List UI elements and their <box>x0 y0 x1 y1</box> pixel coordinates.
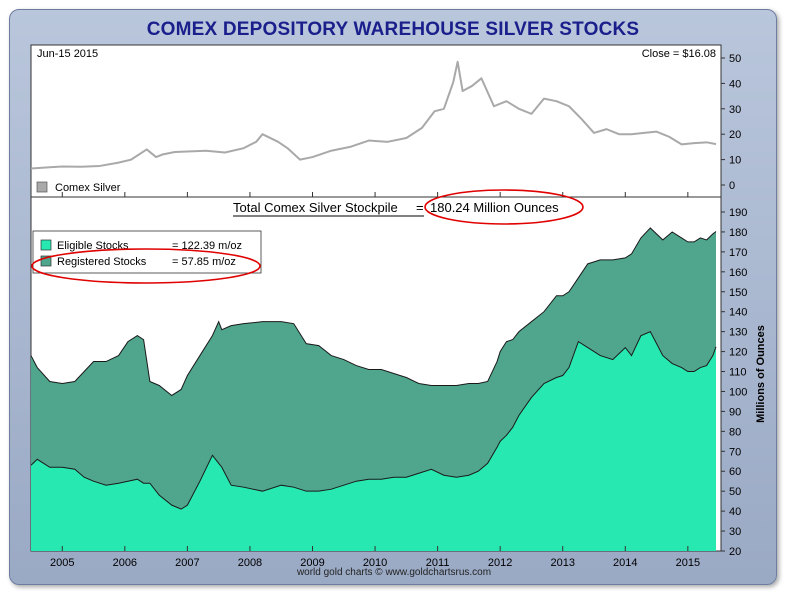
price-y-tick-label: 40 <box>729 78 741 90</box>
x-tick-label: 2008 <box>238 557 262 569</box>
x-tick-label: 2007 <box>175 557 199 569</box>
total-stocks-line <box>30 227 717 397</box>
stocks-y-tick-label: 170 <box>729 247 747 259</box>
price-series <box>30 60 717 170</box>
stocks-y-tick-label: 190 <box>729 207 747 219</box>
eligible-swatch <box>40 239 52 251</box>
registered-value: = 57.85 m/oz <box>172 256 236 268</box>
price-y-tick-label: 20 <box>729 129 741 141</box>
stocks-y-tick-label: 20 <box>729 546 741 558</box>
stocks-y-tick-label: 180 <box>729 227 747 239</box>
x-tick-label: 2011 <box>426 557 450 569</box>
footer-credit: world gold charts © www.goldchartsrus.co… <box>296 567 492 578</box>
eligible-stocks-line <box>30 331 717 510</box>
registered-highlight-ellipse <box>31 248 261 284</box>
price-date: Jun-15 2015 <box>37 48 98 60</box>
x-tick-label: 2005 <box>50 557 74 569</box>
x-tick-label: 2009 <box>300 557 324 569</box>
price-legend-swatch <box>36 181 48 193</box>
chart-title: COMEX DEPOSITORY WAREHOUSE SILVER STOCKS <box>146 19 640 40</box>
y-axis-label: Millions of Ounces <box>755 325 767 423</box>
stockpile-headline: Total Comex Silver Stockpile <box>233 200 398 215</box>
price-y-tick-label: 0 <box>729 180 735 192</box>
stocks-legend-box <box>32 230 262 274</box>
stocks-y-tick-label: 50 <box>729 486 741 498</box>
stocks-y-tick-label: 160 <box>729 267 747 279</box>
eligible-stocks-area <box>31 331 716 551</box>
stocks-series <box>30 227 717 551</box>
price-y-tick-label: 50 <box>729 53 741 65</box>
stocks-y-tick-label: 110 <box>729 367 747 379</box>
comex-silver-price-line <box>30 60 717 170</box>
stocks-y-tick-label: 40 <box>729 506 741 518</box>
x-tick-label: 2014 <box>613 557 637 569</box>
price-legend-label: Comex Silver <box>55 182 121 194</box>
stocks-y-tick-label: 70 <box>729 446 741 458</box>
x-tick-label: 2010 <box>363 557 387 569</box>
close-price-label: Close = $16.08 <box>642 48 716 60</box>
registered-label: Registered Stocks <box>57 256 147 268</box>
stocks-y-tick-label: 60 <box>729 466 741 478</box>
stocks-y-tick-label: 90 <box>729 406 741 418</box>
headline-equals: = <box>416 200 424 215</box>
price-y-ticks: 0 10 20 30 40 50 <box>721 53 741 192</box>
price-y-tick-label: 30 <box>729 104 741 116</box>
registered-swatch <box>40 255 52 267</box>
stocks-y-tick-label: 150 <box>729 287 747 299</box>
stocks-y-tick-label: 120 <box>729 347 747 359</box>
stockpile-value: 180.24 Million Ounces <box>430 200 559 215</box>
stocks-y-ticks: 20 30 40 50 60 70 80 90 100 110 120 130 140 150 160 170… <box>721 207 747 558</box>
x-tick-label: 2015 <box>676 557 700 569</box>
eligible-value: = 122.39 m/oz <box>172 240 242 252</box>
stockpile-highlight-ellipse <box>424 189 584 225</box>
stocks-y-tick-label: 80 <box>729 426 741 438</box>
x-tick-label: 2012 <box>488 557 512 569</box>
x-tick-label: 2006 <box>113 557 137 569</box>
x-axis-ticks: 2005 2006 2007 2008 2009 2010 2011 2012 2013 2014… <box>50 192 700 569</box>
stocks-y-tick-label: 140 <box>729 307 747 319</box>
x-tick-label: 2013 <box>550 557 574 569</box>
price-panel <box>30 44 722 198</box>
stocks-y-tick-label: 30 <box>729 526 741 538</box>
stocks-y-tick-label: 100 <box>729 386 747 398</box>
price-y-tick-label: 10 <box>729 155 741 167</box>
stocks-y-tick-label: 130 <box>729 327 747 339</box>
